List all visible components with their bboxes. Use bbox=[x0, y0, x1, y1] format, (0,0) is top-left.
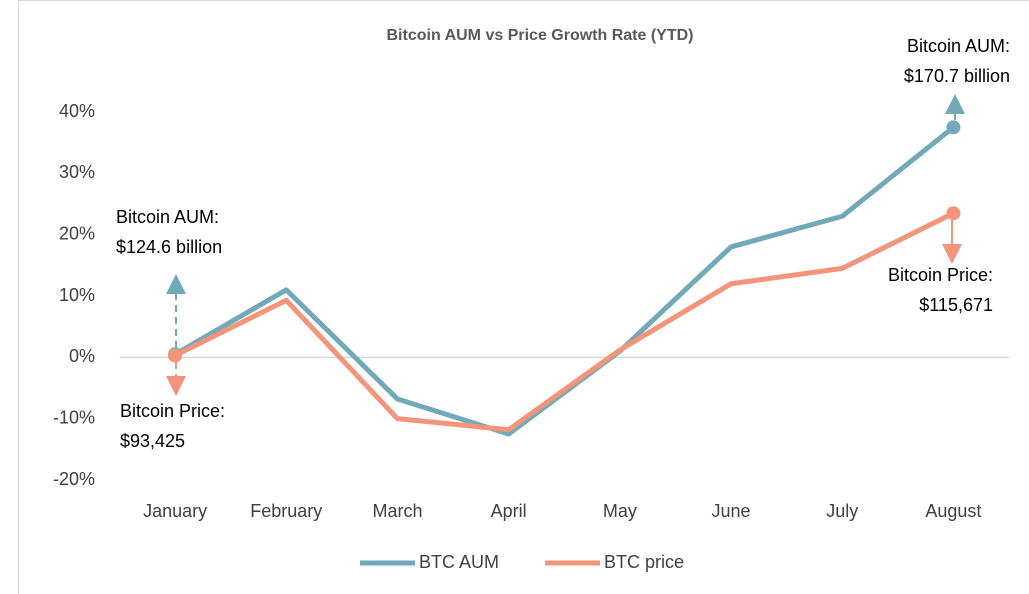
x-tick-label: July bbox=[826, 501, 858, 521]
series-line bbox=[173, 210, 955, 433]
x-tick-label: May bbox=[603, 501, 637, 521]
annotation: Bitcoin Price: bbox=[120, 401, 225, 421]
point-marker bbox=[168, 348, 183, 363]
x-tick-label: April bbox=[491, 501, 527, 521]
y-tick-label: -20% bbox=[53, 469, 95, 489]
point-marker bbox=[946, 120, 961, 135]
chart-title: Bitcoin AUM vs Price Growth Rate (YTD) bbox=[387, 27, 694, 44]
x-tick-label: February bbox=[250, 501, 322, 521]
y-tick-label: 30% bbox=[59, 162, 95, 182]
annotation: $170.7 billion bbox=[904, 66, 1010, 86]
annotation: $124.6 billion bbox=[116, 237, 222, 257]
x-tick-label: January bbox=[143, 501, 207, 521]
annotation: $93,425 bbox=[120, 431, 185, 451]
x-tick-label: August bbox=[925, 501, 981, 521]
point-marker bbox=[946, 206, 961, 221]
legend-label: BTC AUM bbox=[419, 552, 499, 572]
x-tick-label: March bbox=[372, 501, 422, 521]
x-tick-label: June bbox=[712, 501, 751, 521]
y-tick-label: 10% bbox=[59, 285, 95, 305]
annotation: Bitcoin Price: bbox=[888, 265, 993, 285]
annotation: $115,671 bbox=[919, 295, 993, 315]
annotation: Bitcoin AUM: bbox=[907, 36, 1010, 56]
y-tick-label: 0% bbox=[69, 346, 95, 366]
annotation: Bitcoin AUM: bbox=[116, 207, 219, 227]
chart-frame bbox=[18, 0, 1029, 594]
legend-label: BTC price bbox=[604, 552, 684, 572]
y-tick-label: 20% bbox=[59, 223, 95, 243]
y-tick-label: 40% bbox=[59, 101, 95, 121]
y-tick-label: -10% bbox=[53, 407, 95, 427]
